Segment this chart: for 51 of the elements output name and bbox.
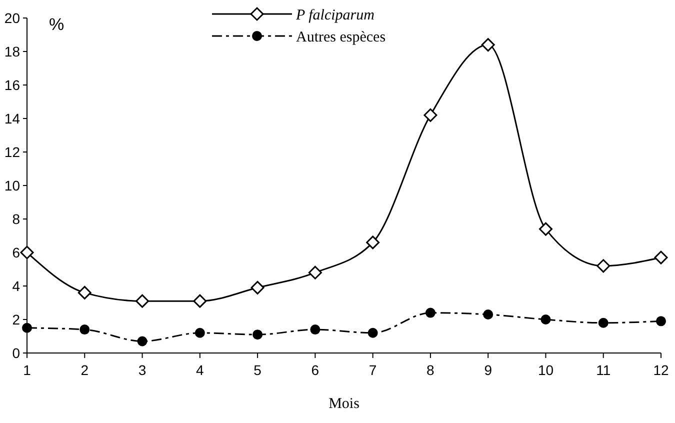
x-tick-label: 10 bbox=[538, 362, 554, 378]
point bbox=[80, 324, 90, 335]
point bbox=[78, 286, 92, 300]
y-tick-label: 6 bbox=[12, 244, 20, 260]
point bbox=[250, 280, 264, 294]
y-tick-label: 16 bbox=[4, 76, 20, 93]
point bbox=[598, 318, 608, 328]
point bbox=[483, 309, 494, 320]
x-tick-label: 12 bbox=[653, 362, 669, 378]
point bbox=[596, 259, 610, 273]
point bbox=[656, 316, 666, 326]
point bbox=[20, 246, 34, 260]
point bbox=[424, 108, 438, 122]
point bbox=[136, 294, 150, 308]
legend-label: P falciparum bbox=[295, 7, 375, 24]
y-tick-label: 20 bbox=[4, 10, 20, 26]
point bbox=[481, 38, 495, 52]
x-tick-label: 8 bbox=[426, 362, 435, 378]
x-tick-label: 11 bbox=[596, 362, 611, 378]
point bbox=[654, 250, 668, 264]
point bbox=[425, 308, 436, 318]
point bbox=[310, 324, 320, 335]
x-tick-label: 4 bbox=[196, 362, 204, 378]
point bbox=[368, 328, 378, 338]
point bbox=[540, 314, 551, 324]
y-tick-label: 4 bbox=[12, 278, 20, 294]
x-tick-label: 5 bbox=[254, 362, 262, 378]
point bbox=[137, 336, 148, 346]
point bbox=[22, 322, 32, 333]
y-tick-label: 2 bbox=[12, 311, 20, 328]
x-axis-title: Mois bbox=[328, 396, 360, 412]
y-tick-label: 0 bbox=[12, 344, 20, 361]
x-tick-label: 7 bbox=[368, 362, 377, 378]
point bbox=[252, 330, 263, 340]
point bbox=[194, 328, 205, 338]
y-tick-label: 14 bbox=[4, 110, 20, 126]
y-axis-title: % bbox=[49, 15, 64, 34]
point bbox=[366, 236, 380, 250]
y-tick-label: 12 bbox=[4, 144, 20, 160]
x-tick-label: 6 bbox=[311, 362, 320, 378]
y-tick-label: 10 bbox=[4, 177, 20, 194]
point bbox=[538, 222, 552, 236]
point bbox=[308, 266, 322, 280]
x-tick-label: 2 bbox=[80, 362, 89, 378]
y-tick-label: 18 bbox=[4, 43, 20, 60]
x-tick-label: 1 bbox=[23, 362, 32, 378]
x-tick-label: 3 bbox=[138, 362, 146, 378]
x-tick-label: 9 bbox=[484, 362, 492, 378]
y-tick-label: 8 bbox=[12, 210, 20, 227]
point bbox=[193, 294, 207, 308]
legend-label: Autres espèces bbox=[296, 29, 386, 46]
